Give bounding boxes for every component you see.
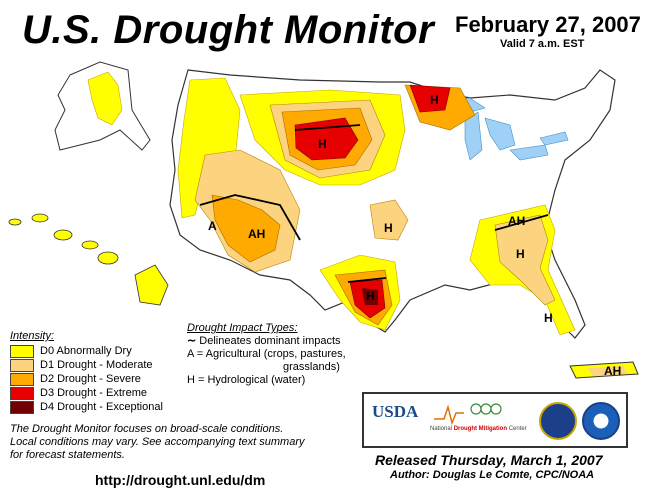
map-title: U.S. Drought Monitor bbox=[22, 8, 435, 52]
impact-agricultural-cont: grasslands) bbox=[283, 361, 340, 373]
legend-item: D4 Drought - Exceptional bbox=[10, 400, 163, 414]
legend-item: D2 Drought - Severe bbox=[10, 372, 163, 386]
label-h-carolina: H bbox=[516, 247, 525, 261]
label-h-wyoming: H bbox=[318, 137, 327, 151]
label-h-minnesota: H bbox=[430, 93, 439, 107]
drought-map: H H A AH H AH H H H bbox=[8, 61, 616, 339]
disclaimer-note: The Drought Monitor focuses on broad-sca… bbox=[10, 423, 305, 461]
valid-time: Valid 7 a.m. EST bbox=[500, 38, 585, 50]
commerce-seal-icon bbox=[539, 402, 577, 440]
ndmc-logo-text: National Drought Mitigation Center bbox=[430, 426, 527, 432]
noaa-seal-icon bbox=[582, 402, 620, 440]
tx-d4 bbox=[362, 288, 378, 305]
se-d1 bbox=[494, 214, 556, 306]
label-ah-kentucky: AH bbox=[508, 214, 525, 228]
label-ah-puerto-rico: AH bbox=[604, 364, 621, 378]
sw-d2 bbox=[211, 194, 281, 263]
mn-d3 bbox=[409, 84, 451, 113]
intensity-legend: Intensity: D0 Abnormally Dry D1 Drought … bbox=[10, 330, 163, 414]
impact-line-key: ∼ Delineates dominant impacts bbox=[187, 335, 341, 347]
impact-stroke-icon: ∼ bbox=[187, 335, 200, 347]
alaska-d0 bbox=[87, 71, 123, 126]
legend-heading: Intensity: bbox=[10, 330, 55, 342]
impact-legend: Drought Impact Types: ∼ Delineates domin… bbox=[187, 322, 346, 387]
map-date: February 27, 2007 bbox=[455, 12, 641, 37]
label-ah-arizona: AH bbox=[248, 227, 265, 241]
website-link[interactable]: http://drought.unl.edu/dm bbox=[95, 472, 266, 488]
impact-hydrological: H = Hydrological (water) bbox=[187, 374, 306, 386]
legend-item: D3 Drought - Extreme bbox=[10, 386, 163, 400]
legend-item: D1 Drought - Moderate bbox=[10, 358, 163, 372]
label-a-california: A bbox=[208, 219, 217, 233]
usda-logo: USDA bbox=[372, 402, 419, 421]
impact-lines bbox=[199, 124, 549, 283]
impact-agricultural: A = Agricultural (crops, pastures, bbox=[187, 348, 346, 360]
kansas-d1 bbox=[369, 199, 409, 241]
puerto-rico-inset: AH bbox=[569, 361, 639, 379]
sponsor-logos: USDA National Drought Mitigation Center bbox=[362, 392, 628, 448]
hawaii-islands bbox=[8, 213, 169, 306]
release-date: Released Thursday, March 1, 2007 bbox=[375, 452, 603, 468]
label-h-kansas: H bbox=[384, 221, 393, 235]
label-h-florida: H bbox=[544, 311, 553, 325]
legend-item: D0 Abnormally Dry bbox=[10, 344, 163, 358]
label-h-texas: H bbox=[366, 289, 375, 303]
impact-heading: Drought Impact Types: bbox=[187, 322, 298, 334]
ndmc-logo-graphic bbox=[434, 403, 502, 425]
author-credit: Author: Douglas Le Comte, CPC/NOAA bbox=[390, 469, 595, 481]
